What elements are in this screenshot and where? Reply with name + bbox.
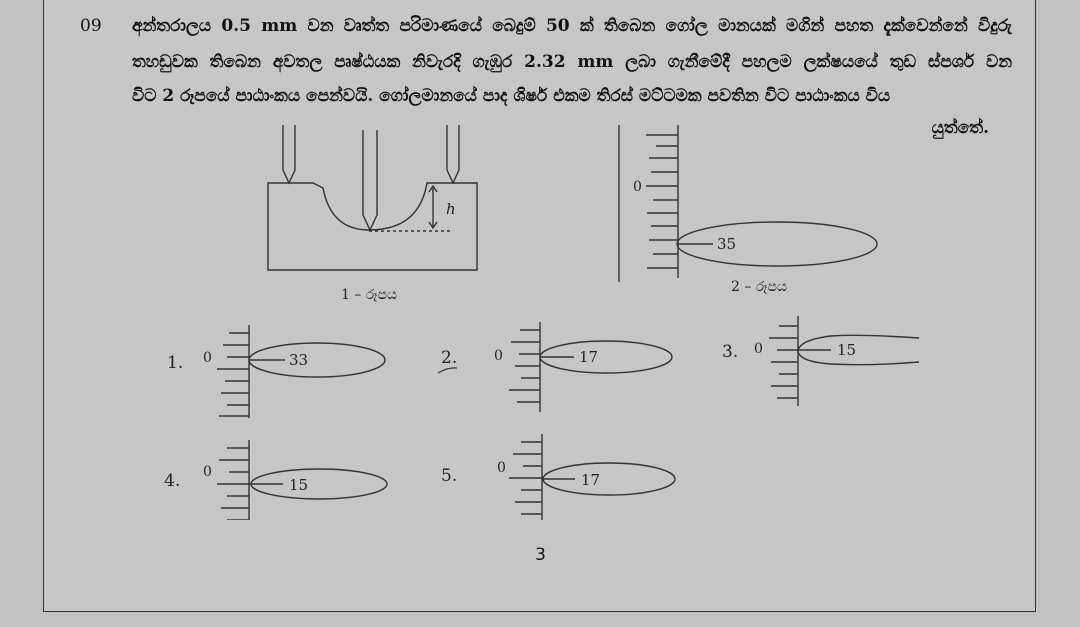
option-2-zero: 0 xyxy=(494,348,503,364)
figure-2-dial-value: 35 xyxy=(717,235,736,253)
option-3-label: 3. xyxy=(722,342,738,362)
option-1-label: 1. xyxy=(167,353,183,373)
option-4-diagram xyxy=(217,440,388,520)
option-5-value: 17 xyxy=(581,471,600,489)
option-2-value: 17 xyxy=(579,348,598,366)
option-3-value: 15 xyxy=(837,341,856,359)
option-1-zero: 0 xyxy=(203,350,212,366)
diagram-area: h 1 – රූපය 0 35 2 – රූපය 1. 0 33 2. 0 17… xyxy=(164,125,920,520)
option-5-diagram xyxy=(509,434,676,520)
exam-page: 09 අන්තරාලය 0.5 mm වන වෘත්ත පරිමාණයේ බෙද… xyxy=(43,0,1036,612)
question-line-3: විට 2 රූපයේ පාඨාංකය පෙන්වයි. ගෝලමානයේ පා… xyxy=(132,86,891,106)
option-4-value: 15 xyxy=(289,476,308,494)
option-1-value: 33 xyxy=(289,351,308,369)
figure-1-caption: 1 – රූපය xyxy=(341,287,397,303)
question-number: 09 xyxy=(80,16,102,36)
figure-1-spherometer xyxy=(267,125,478,271)
option-2-label: 2. xyxy=(441,348,457,368)
option-3-zero: 0 xyxy=(754,341,763,357)
option-5-label: 5. xyxy=(441,466,457,486)
figure-2-zero: 0 xyxy=(633,179,642,195)
option-4-zero: 0 xyxy=(203,464,212,480)
option-4-label: 4. xyxy=(164,471,180,491)
option-5-zero: 0 xyxy=(497,460,506,476)
figure-1-h-label: h xyxy=(446,200,456,218)
question-line-1: අන්තරාලය 0.5 mm වන වෘත්ත පරිමාණයේ බෙදුම්… xyxy=(132,16,1012,36)
question-line-2: තහඩුවක තිබෙන අවතල පෘෂ්ඨයක නිවැරදි ගැඹුර … xyxy=(132,52,1012,72)
option-3-diagram xyxy=(769,316,920,406)
option-2-diagram xyxy=(437,322,673,412)
figure-2-scale-dial xyxy=(618,125,878,282)
option-1-diagram xyxy=(217,325,386,418)
page-number: 3 xyxy=(535,545,546,565)
question-line-4: යුත්තේ. xyxy=(931,118,989,138)
figure-2-caption: 2 – රූපය xyxy=(731,279,787,295)
